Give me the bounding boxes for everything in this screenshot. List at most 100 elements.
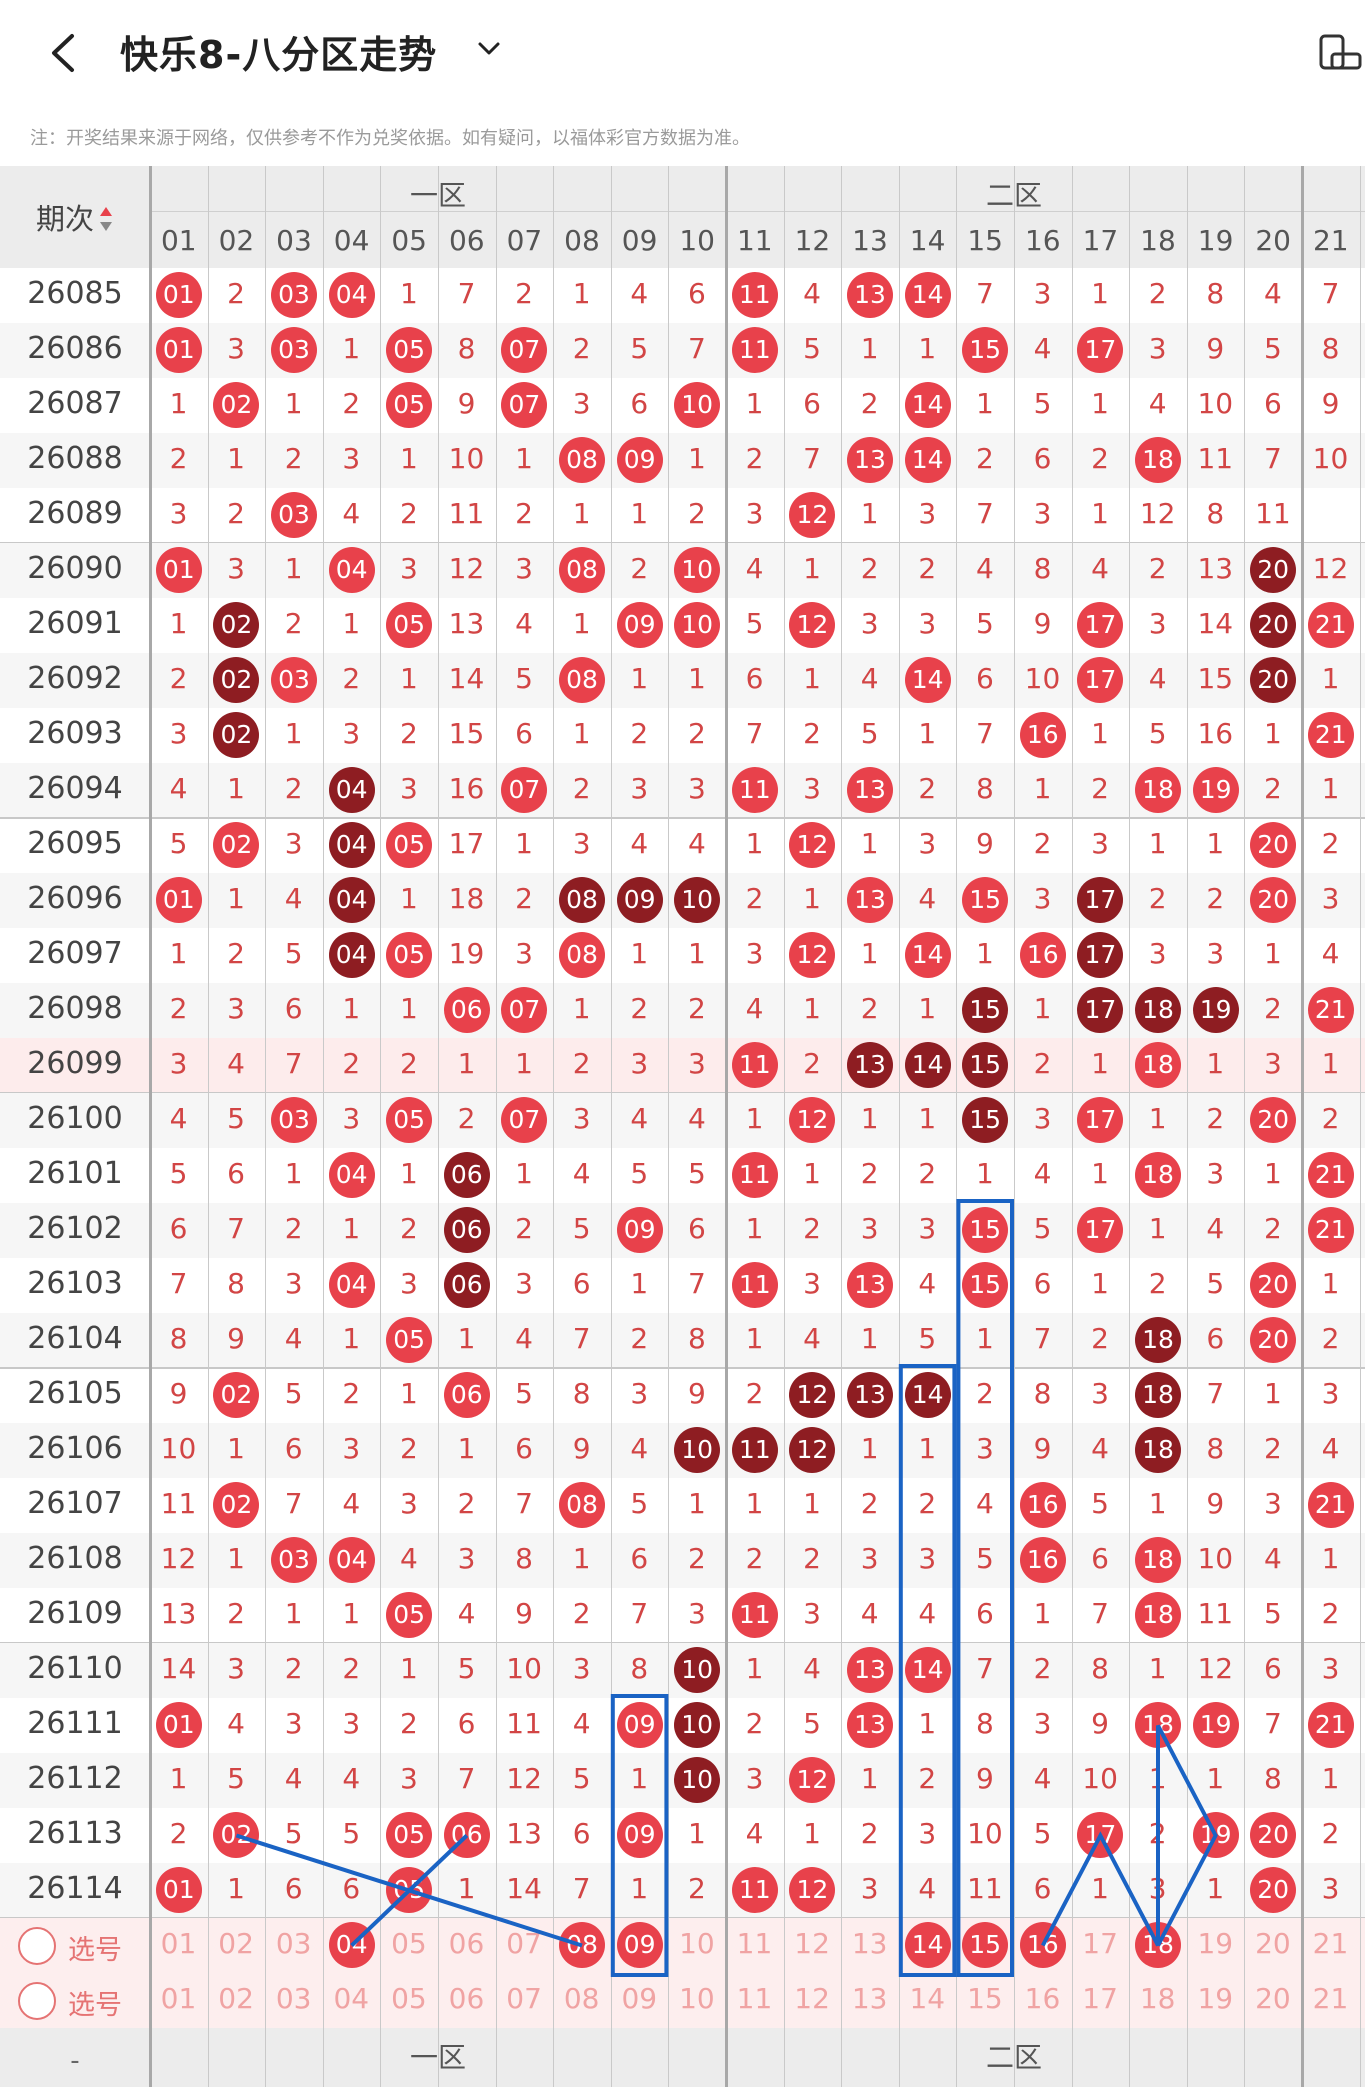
selectable-number[interactable]: 10	[679, 1927, 715, 1960]
drawn-number-ball: 12	[789, 1372, 836, 1418]
back-arrow-icon[interactable]	[40, 28, 90, 78]
selectable-number[interactable]: 14	[909, 1982, 946, 2015]
miss-count: 10	[506, 1652, 542, 1685]
miss-count: 3	[399, 552, 418, 585]
selectable-number[interactable]: 20	[1255, 1982, 1291, 2015]
selectable-number[interactable]: 19	[1197, 1927, 1234, 1960]
miss-count: 4	[1206, 1212, 1225, 1245]
selectable-number[interactable]: 17	[1082, 1982, 1118, 2015]
selectable-number[interactable]: 12	[794, 1982, 830, 2015]
selectable-number[interactable]: 03	[275, 1982, 312, 2015]
picked-number-ball[interactable]: 09	[616, 1922, 663, 1968]
miss-count: 7	[1091, 1597, 1109, 1630]
miss-count: 4	[1263, 1542, 1282, 1575]
issue-number: 26109	[27, 1596, 123, 1631]
selectable-number[interactable]: 03	[275, 1927, 312, 1960]
selectable-number[interactable]: 09	[621, 1982, 658, 2015]
selectable-number[interactable]: 15	[967, 1982, 1003, 2015]
issue-number: 26108	[27, 1541, 123, 1576]
column-line	[1014, 166, 1015, 2087]
drawn-number-ball: 15	[962, 327, 1009, 373]
selectable-number[interactable]: 05	[391, 1982, 427, 2015]
selectable-number[interactable]: 08	[563, 1982, 600, 2015]
selectable-number[interactable]: 16	[1024, 1982, 1061, 2015]
issue-number: 26104	[27, 1321, 123, 1356]
selectable-number[interactable]: 07	[506, 1982, 542, 2015]
picked-number-ball[interactable]: 14	[904, 1922, 951, 1968]
selectable-number[interactable]: 13	[851, 1927, 888, 1960]
select-radio[interactable]	[18, 1927, 56, 1965]
miss-count: 9	[687, 1377, 706, 1410]
selectable-number[interactable]: 02	[218, 1982, 254, 2015]
selectable-number[interactable]: 02	[218, 1927, 254, 1960]
miss-count: 9	[1033, 607, 1052, 640]
picked-number-ball[interactable]: 15	[962, 1922, 1009, 1968]
miss-count: 1	[975, 1322, 994, 1355]
miss-count: 14	[160, 1652, 197, 1685]
miss-count: 7	[687, 1267, 706, 1300]
column-line	[668, 166, 670, 2087]
drawn-number-ball: 02	[213, 712, 260, 758]
miss-count: 1	[169, 387, 188, 420]
drawn-number-ball: 05	[386, 1317, 433, 1363]
miss-count: 13	[506, 1817, 542, 1850]
miss-count: 3	[745, 497, 764, 530]
picked-number-ball[interactable]: 18	[1135, 1922, 1181, 1968]
selectable-number[interactable]: 20	[1255, 1927, 1291, 1960]
miss-count: 8	[1263, 1762, 1282, 1795]
selectable-number[interactable]: 18	[1139, 1982, 1176, 2015]
selectable-number[interactable]: 21	[1312, 1982, 1349, 2015]
selectable-number[interactable]: 17	[1082, 1927, 1118, 1960]
miss-count: 6	[515, 717, 533, 750]
select-radio[interactable]	[18, 1982, 56, 2020]
miss-count: 4	[342, 1762, 361, 1795]
zone-divider-vertical	[725, 166, 728, 2087]
selectable-number[interactable]: 06	[448, 1982, 485, 2015]
miss-count: 3	[227, 992, 245, 1025]
miss-count: 3	[515, 937, 533, 970]
selectable-number[interactable]: 12	[794, 1927, 830, 1960]
miss-count: 15	[1197, 662, 1234, 695]
miss-count: 9	[1091, 1707, 1109, 1740]
miss-count: 7	[227, 1212, 245, 1245]
drawn-number-ball: 06	[443, 1372, 490, 1418]
miss-count: 1	[803, 882, 821, 915]
drawn-number-ball: 13	[847, 272, 893, 318]
drawn-number-ball: 05	[386, 327, 433, 373]
miss-count: 1	[975, 937, 994, 970]
selectable-number[interactable]: 19	[1197, 1982, 1234, 2015]
miss-count: 1	[342, 1212, 361, 1245]
miss-count: 7	[687, 332, 706, 365]
miss-count: 1	[1033, 992, 1052, 1025]
selectable-number[interactable]: 07	[506, 1927, 542, 1960]
drawn-number-ball: 17	[1077, 327, 1124, 373]
selectable-number[interactable]: 01	[160, 1927, 197, 1960]
drawn-number-ball: 13	[847, 1042, 893, 1088]
picked-number-ball[interactable]: 08	[559, 1922, 605, 1968]
miss-count: 1	[399, 1157, 418, 1190]
miss-count: 1	[1148, 1762, 1167, 1795]
chevron-down-icon[interactable]	[474, 34, 504, 64]
miss-count: 9	[1033, 1432, 1052, 1465]
selectable-number[interactable]: 10	[679, 1982, 715, 2015]
selectable-number[interactable]: 21	[1312, 1927, 1349, 1960]
issue-header[interactable]: 期次	[0, 196, 150, 238]
drawn-number-ball: 17	[1077, 877, 1124, 923]
miss-count: 3	[1148, 607, 1167, 640]
miss-count: 2	[457, 1487, 476, 1520]
selectable-number[interactable]: 13	[851, 1982, 888, 2015]
miss-count: 9	[572, 1432, 591, 1465]
picked-number-ball[interactable]: 04	[328, 1922, 375, 1968]
selectable-number[interactable]: 06	[448, 1927, 485, 1960]
selectable-number[interactable]: 04	[333, 1982, 370, 2015]
picked-number-ball[interactable]: 16	[1019, 1922, 1066, 1968]
selectable-number[interactable]: 01	[160, 1982, 197, 2015]
selectable-number[interactable]: 05	[391, 1927, 427, 1960]
miss-count: 2	[975, 442, 994, 475]
miss-count: 8	[1206, 277, 1225, 310]
rotate-screen-icon[interactable]	[1318, 30, 1362, 74]
selectable-number[interactable]: 11	[736, 1982, 773, 2015]
sort-icon[interactable]	[94, 202, 114, 236]
selectable-number[interactable]: 11	[736, 1927, 773, 1960]
drawn-number-ball: 17	[1077, 1207, 1124, 1253]
